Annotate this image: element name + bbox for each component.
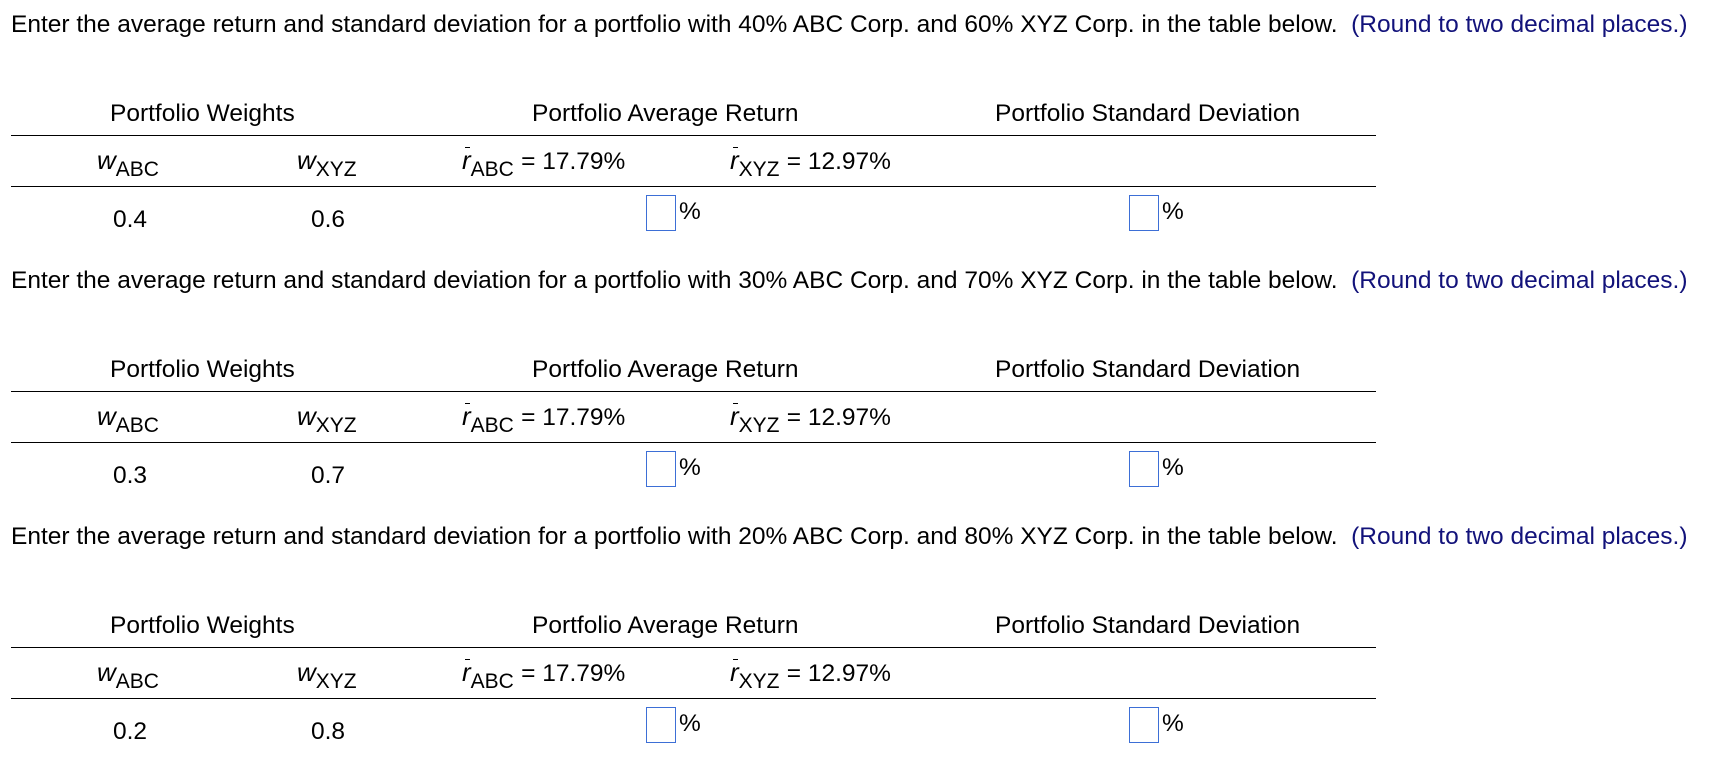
w-xyz-symbol: wXYZ: [297, 657, 357, 693]
problem-section-2: Enter the average return and standard de…: [0, 256, 1730, 512]
header-portfolio-standard-deviation: Portfolio Standard Deviation: [995, 612, 1301, 639]
header-portfolio-weights: Portfolio Weights: [110, 356, 295, 383]
std-dev-input[interactable]: [1129, 195, 1159, 231]
prompt-text: Enter the average return and standard de…: [11, 267, 1338, 294]
percent-sign: %: [679, 710, 701, 737]
avg-return-answer: %: [646, 707, 701, 747]
w-abc-symbol: wABC: [97, 657, 159, 693]
header-portfolio-standard-deviation: Portfolio Standard Deviation: [995, 356, 1301, 383]
avg-return-input[interactable]: [646, 195, 676, 231]
w-abc-value: 0.3: [113, 462, 148, 489]
header-portfolio-weights: Portfolio Weights: [110, 100, 295, 127]
avg-return-input[interactable]: [646, 707, 676, 743]
table-top-rule: [11, 135, 1376, 136]
std-dev-input[interactable]: [1129, 707, 1159, 743]
table-bottom-rule: [11, 698, 1376, 699]
r-abc-mean: rABC = 17.79%: [462, 401, 626, 437]
std-dev-answer: %: [1129, 707, 1184, 747]
w-abc-symbol: wABC: [97, 145, 159, 181]
table-top-rule: [11, 391, 1376, 392]
table-top-rule: [11, 647, 1376, 648]
percent-sign: %: [1162, 454, 1184, 481]
problem-prompt: Enter the average return and standard de…: [11, 520, 1723, 553]
percent-sign: %: [1162, 198, 1184, 225]
percent-sign: %: [1162, 710, 1184, 737]
avg-return-input[interactable]: [646, 451, 676, 487]
problem-section-3: Enter the average return and standard de…: [0, 512, 1730, 768]
round-hint: (Round to two decimal places.): [1351, 11, 1688, 38]
prompt-text: Enter the average return and standard de…: [11, 523, 1338, 550]
r-xyz-mean: rXYZ = 12.97%: [730, 657, 891, 693]
percent-sign: %: [679, 454, 701, 481]
round-hint: (Round to two decimal places.): [1351, 523, 1688, 550]
problem-prompt: Enter the average return and standard de…: [11, 264, 1723, 297]
std-dev-input[interactable]: [1129, 451, 1159, 487]
avg-return-answer: %: [646, 195, 701, 235]
r-xyz-mean: rXYZ = 12.97%: [730, 401, 891, 437]
table-bottom-rule: [11, 442, 1376, 443]
w-xyz-value: 0.6: [311, 206, 346, 233]
w-abc-value: 0.4: [113, 206, 148, 233]
r-abc-mean: rABC = 17.79%: [462, 145, 626, 181]
table-bottom-rule: [11, 186, 1376, 187]
header-portfolio-average-return: Portfolio Average Return: [532, 356, 799, 383]
header-portfolio-average-return: Portfolio Average Return: [532, 100, 799, 127]
std-dev-answer: %: [1129, 451, 1184, 491]
std-dev-answer: %: [1129, 195, 1184, 235]
header-portfolio-standard-deviation: Portfolio Standard Deviation: [995, 100, 1301, 127]
problem-prompt: Enter the average return and standard de…: [11, 8, 1723, 41]
percent-sign: %: [679, 198, 701, 225]
w-xyz-symbol: wXYZ: [297, 145, 357, 181]
w-abc-value: 0.2: [113, 718, 148, 745]
round-hint: (Round to two decimal places.): [1351, 267, 1688, 294]
header-portfolio-average-return: Portfolio Average Return: [532, 612, 799, 639]
header-portfolio-weights: Portfolio Weights: [110, 612, 295, 639]
avg-return-answer: %: [646, 451, 701, 491]
w-xyz-value: 0.8: [311, 718, 346, 745]
r-xyz-mean: rXYZ = 12.97%: [730, 145, 891, 181]
prompt-text: Enter the average return and standard de…: [11, 11, 1338, 38]
w-xyz-value: 0.7: [311, 462, 346, 489]
w-abc-symbol: wABC: [97, 401, 159, 437]
problem-section-1: Enter the average return and standard de…: [0, 0, 1730, 256]
w-xyz-symbol: wXYZ: [297, 401, 357, 437]
r-abc-mean: rABC = 17.79%: [462, 657, 626, 693]
